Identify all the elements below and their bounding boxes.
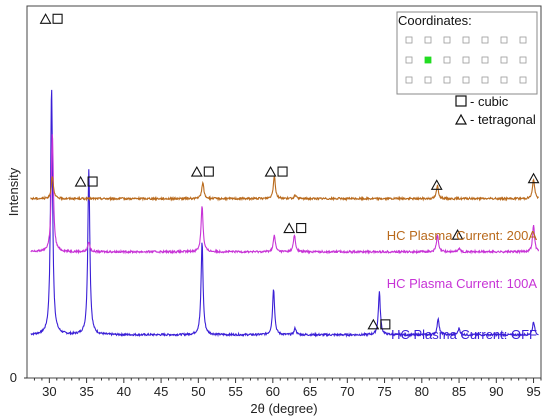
cubic-marker <box>203 166 214 177</box>
legend: - cubic - tetragonal <box>454 94 536 127</box>
x-tick-label: 95 <box>526 384 540 399</box>
coordinates-cell <box>462 76 470 84</box>
series-label: HC Plasma Current: OFF <box>391 327 537 342</box>
tetragonal-marker <box>430 179 443 190</box>
coordinates-cell <box>462 36 470 44</box>
coordinates-cell <box>481 56 489 64</box>
coordinates-title: Coordinates: <box>398 13 472 28</box>
tetragonal-marker <box>451 229 464 240</box>
x-tick-label: 35 <box>79 384 93 399</box>
coordinates-cell <box>519 76 527 84</box>
x-tick-label: 50 <box>191 384 205 399</box>
series-line <box>30 89 539 338</box>
legend-tetragonal-label: - tetragonal <box>470 112 536 127</box>
peak-marker <box>190 165 214 177</box>
tetragonal-marker <box>39 13 52 24</box>
coordinates-cell <box>424 36 432 44</box>
coordinates-cell <box>443 36 451 44</box>
series-label: HC Plasma Current: 200A <box>387 228 538 243</box>
x-axis-label: 2θ (degree) <box>250 401 317 416</box>
peak-marker <box>39 13 63 24</box>
series-line <box>30 134 540 255</box>
x-tick-label: 85 <box>452 384 466 399</box>
tetragonal-marker <box>283 222 296 234</box>
tetragonal-marker <box>74 175 87 187</box>
tetragonal-marker <box>264 165 277 177</box>
coordinates-cell <box>481 76 489 84</box>
cubic-marker <box>380 319 391 330</box>
cubic-marker <box>87 176 98 187</box>
y-axis-label: Intensity <box>6 167 21 216</box>
series-line <box>30 175 539 202</box>
x-tick-label: 40 <box>117 384 131 399</box>
x-tick-label: 75 <box>377 384 391 399</box>
x-tick-label: 80 <box>415 384 429 399</box>
peak-marker <box>74 175 98 187</box>
cubic-marker <box>296 222 307 234</box>
coordinates-cell <box>462 56 470 64</box>
peak-marker <box>283 222 307 234</box>
tetragonal-marker <box>190 165 203 177</box>
coordinates-cell <box>500 56 508 64</box>
x-tick-label: 90 <box>489 384 503 399</box>
x-tick-label: 65 <box>303 384 317 399</box>
tetragonal-marker <box>527 172 540 184</box>
series-layer <box>30 89 540 338</box>
x-tick-label: 60 <box>266 384 280 399</box>
coordinates-cell <box>519 56 527 64</box>
coordinates-cell <box>443 56 451 64</box>
coordinates-cell <box>405 36 413 44</box>
x-tick-label: 55 <box>228 384 242 399</box>
peak-markers <box>39 13 540 330</box>
legend-cubic-symbol <box>455 95 467 107</box>
peak-marker <box>451 229 464 240</box>
x-tick-label: 45 <box>154 384 168 399</box>
tetragonal-marker <box>367 318 380 330</box>
peak-marker <box>367 318 391 330</box>
legend-cubic-label: - cubic <box>470 94 509 109</box>
cubic-marker <box>52 13 63 24</box>
x-tick-label: 30 <box>42 384 56 399</box>
coordinates-cell-selected <box>424 56 432 64</box>
coordinates-cell <box>405 76 413 84</box>
cubic-marker <box>277 166 288 177</box>
peak-marker <box>527 172 540 184</box>
y-axis-ticks: 0 <box>10 370 27 385</box>
coordinates-cell <box>443 76 451 84</box>
coordinates-cell <box>405 56 413 64</box>
coordinates-inset: Coordinates: <box>396 11 538 95</box>
legend-tetragonal-symbol <box>454 113 468 125</box>
coordinates-cell <box>424 76 432 84</box>
coordinates-cell <box>481 36 489 44</box>
peak-marker <box>430 179 443 190</box>
coordinates-cell <box>519 36 527 44</box>
x-axis-ticks: 30 35 40 45 50 55 60 65 70 75 80 85 90 95 <box>33 378 542 399</box>
series-label: HC Plasma Current: 100A <box>387 276 538 291</box>
peak-marker <box>264 165 288 177</box>
series-labels: HC Plasma Current: OFF HC Plasma Current:… <box>387 228 538 342</box>
y-tick-label: 0 <box>10 370 17 385</box>
coordinates-cell <box>500 36 508 44</box>
coordinates-cell <box>500 76 508 84</box>
coordinates-grid <box>405 36 527 84</box>
x-tick-label: 70 <box>340 384 354 399</box>
